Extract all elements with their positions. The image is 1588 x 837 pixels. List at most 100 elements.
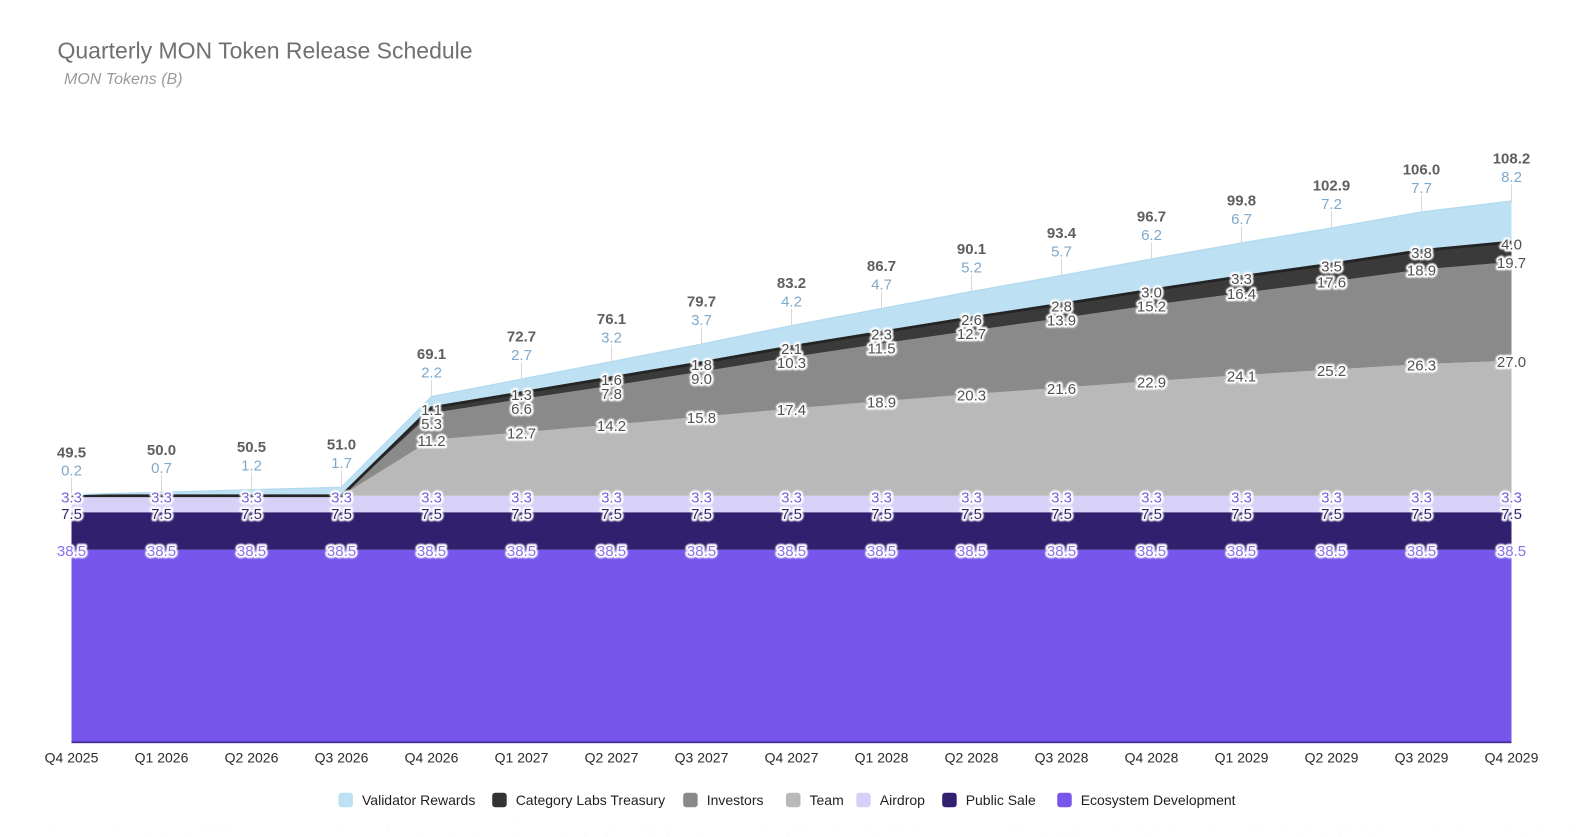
svg-text:51.0: 51.0	[327, 437, 356, 454]
svg-text:17.6: 17.6	[1317, 274, 1346, 291]
svg-text:Q4 2027: Q4 2027	[765, 750, 819, 766]
svg-text:1.1: 1.1	[421, 402, 442, 419]
svg-text:3.3: 3.3	[1501, 489, 1522, 506]
svg-text:7.5: 7.5	[1231, 506, 1252, 523]
svg-text:7.5: 7.5	[241, 506, 262, 523]
svg-text:79.7: 79.7	[687, 294, 716, 311]
svg-text:12.7: 12.7	[507, 426, 536, 443]
svg-text:7.5: 7.5	[1321, 506, 1342, 523]
svg-text:108.2: 108.2	[1493, 151, 1531, 168]
svg-text:Q4 2028: Q4 2028	[1125, 750, 1179, 766]
svg-text:1.7: 1.7	[331, 455, 352, 472]
svg-text:7.5: 7.5	[601, 506, 622, 523]
svg-text:15.8: 15.8	[687, 410, 716, 427]
svg-text:16.4: 16.4	[1227, 286, 1256, 303]
svg-text:7.5: 7.5	[961, 506, 982, 523]
svg-text:1.1: 1.1	[421, 402, 442, 419]
svg-text:3.3: 3.3	[421, 489, 442, 506]
svg-text:20.3: 20.3	[957, 388, 986, 405]
svg-text:3.3: 3.3	[781, 489, 802, 506]
svg-text:1.8: 1.8	[691, 357, 712, 374]
svg-text:7.5: 7.5	[511, 506, 532, 523]
svg-text:Public Sale: Public Sale	[966, 792, 1036, 808]
svg-text:7.5: 7.5	[961, 506, 982, 523]
svg-text:6.2: 6.2	[1141, 227, 1162, 244]
svg-text:Q2 2029: Q2 2029	[1305, 750, 1359, 766]
svg-text:1.6: 1.6	[601, 372, 622, 389]
svg-text:10.3: 10.3	[777, 355, 806, 372]
svg-text:19.7: 19.7	[1497, 255, 1526, 272]
svg-text:3.5: 3.5	[1321, 258, 1342, 275]
svg-text:3.3: 3.3	[1321, 489, 1342, 506]
svg-text:51.0: 51.0	[327, 437, 356, 454]
svg-text:38.5: 38.5	[1047, 543, 1076, 560]
svg-text:4.0: 4.0	[1501, 236, 1522, 253]
svg-text:38.5: 38.5	[867, 543, 896, 560]
svg-text:7.5: 7.5	[871, 506, 892, 523]
svg-text:38.5: 38.5	[1317, 543, 1346, 560]
svg-text:86.7: 86.7	[867, 258, 896, 275]
svg-text:2.1: 2.1	[781, 341, 802, 358]
svg-text:2.6: 2.6	[961, 312, 982, 329]
svg-text:38.5: 38.5	[1407, 543, 1436, 560]
svg-text:3.0: 3.0	[1141, 284, 1162, 301]
svg-text:7.5: 7.5	[331, 506, 352, 523]
svg-text:2.6: 2.6	[961, 312, 982, 329]
svg-text:17.6: 17.6	[1317, 274, 1346, 291]
svg-text:4.0: 4.0	[1501, 236, 1522, 253]
svg-text:3.3: 3.3	[331, 489, 352, 506]
svg-text:50.0: 50.0	[147, 442, 176, 459]
svg-text:14.2: 14.2	[597, 418, 626, 435]
svg-text:38.5: 38.5	[327, 543, 356, 560]
svg-text:96.7: 96.7	[1137, 209, 1166, 226]
svg-text:38.5: 38.5	[507, 543, 536, 560]
svg-text:3.8: 3.8	[1411, 245, 1432, 262]
svg-text:49.5: 49.5	[57, 444, 86, 461]
svg-text:38.5: 38.5	[327, 543, 356, 560]
svg-text:3.3: 3.3	[781, 489, 802, 506]
svg-text:12.7: 12.7	[957, 326, 986, 343]
svg-text:11.5: 11.5	[867, 340, 895, 357]
svg-text:7.8: 7.8	[601, 386, 622, 403]
svg-text:MON Tokens (B): MON Tokens (B)	[64, 71, 183, 88]
svg-text:3.3: 3.3	[1141, 489, 1162, 506]
svg-text:7.5: 7.5	[61, 506, 82, 523]
svg-text:3.3: 3.3	[511, 489, 532, 506]
svg-text:3.3: 3.3	[1231, 271, 1252, 288]
svg-text:3.3: 3.3	[871, 489, 892, 506]
svg-text:83.2: 83.2	[777, 275, 806, 292]
svg-text:7.5: 7.5	[1051, 506, 1072, 523]
svg-text:12.7: 12.7	[507, 426, 536, 443]
svg-text:99.8: 99.8	[1227, 193, 1256, 210]
svg-text:86.7: 86.7	[867, 258, 896, 275]
svg-text:4.2: 4.2	[781, 293, 802, 310]
svg-text:3.0: 3.0	[1141, 284, 1162, 301]
svg-text:38.5: 38.5	[237, 543, 266, 560]
svg-text:7.5: 7.5	[151, 506, 172, 523]
svg-text:7.5: 7.5	[1501, 506, 1522, 523]
svg-text:16.4: 16.4	[1227, 286, 1256, 303]
svg-text:7.5: 7.5	[1141, 506, 1162, 523]
svg-text:7.5: 7.5	[1411, 506, 1432, 523]
svg-text:27.0: 27.0	[1497, 354, 1526, 371]
svg-text:38.5: 38.5	[777, 543, 806, 560]
svg-text:7.5: 7.5	[61, 506, 82, 523]
svg-text:7.5: 7.5	[241, 506, 262, 523]
svg-text:2.2: 2.2	[421, 365, 442, 382]
svg-text:2.7: 2.7	[511, 347, 532, 364]
svg-text:38.5: 38.5	[1497, 543, 1526, 560]
svg-text:38.5: 38.5	[867, 543, 896, 560]
svg-text:Investors: Investors	[707, 792, 764, 808]
svg-text:Q2 2027: Q2 2027	[585, 750, 639, 766]
svg-text:11.2: 11.2	[417, 433, 445, 450]
svg-text:3.3: 3.3	[151, 489, 172, 506]
svg-text:3.3: 3.3	[1231, 271, 1252, 288]
svg-text:Q2 2026: Q2 2026	[225, 750, 279, 766]
svg-text:18.9: 18.9	[1407, 262, 1436, 279]
svg-text:7.5: 7.5	[1411, 506, 1432, 523]
svg-text:2.1: 2.1	[781, 341, 802, 358]
svg-text:Quarterly MON Token Release Sc: Quarterly MON Token Release Schedule	[58, 38, 473, 64]
svg-text:9.0: 9.0	[691, 371, 712, 388]
svg-text:49.5: 49.5	[57, 444, 86, 461]
svg-text:27.0: 27.0	[1497, 354, 1526, 371]
